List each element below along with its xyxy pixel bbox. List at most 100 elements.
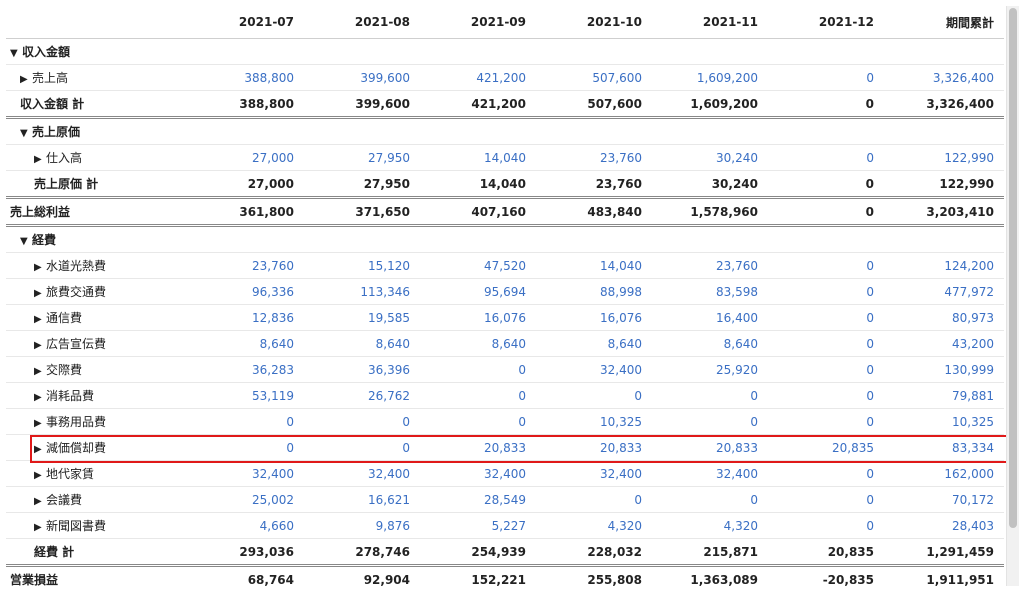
- cell-value[interactable]: 20,833: [652, 435, 768, 461]
- cell-value[interactable]: 0: [188, 409, 304, 435]
- cell-value[interactable]: 4,320: [652, 513, 768, 539]
- cell-value[interactable]: 19,585: [304, 305, 420, 331]
- row-label[interactable]: ▶旅費交通費: [6, 279, 188, 305]
- expand-triangle-icon[interactable]: ▶: [34, 314, 46, 325]
- cell-value[interactable]: 23,760: [652, 253, 768, 279]
- expand-triangle-icon[interactable]: ▶: [34, 288, 46, 299]
- cell-value[interactable]: 15,120: [304, 253, 420, 279]
- cell-value[interactable]: 507,600: [536, 65, 652, 91]
- cell-value[interactable]: 0: [768, 145, 884, 171]
- cell-value[interactable]: 8,640: [188, 331, 304, 357]
- row-label[interactable]: ▶事務用品費: [6, 409, 188, 435]
- cell-value[interactable]: 16,400: [652, 305, 768, 331]
- row-label[interactable]: ▶消耗品費: [6, 383, 188, 409]
- cell-value[interactable]: 83,598: [652, 279, 768, 305]
- cell-value[interactable]: 80,973: [884, 305, 1004, 331]
- cell-value[interactable]: 0: [304, 435, 420, 461]
- cell-value[interactable]: 28,403: [884, 513, 1004, 539]
- cell-value[interactable]: 79,881: [884, 383, 1004, 409]
- table-row-section[interactable]: ▼収入金額: [6, 39, 1004, 65]
- row-label[interactable]: ▶水道光熱費: [6, 253, 188, 279]
- cell-value[interactable]: 43,200: [884, 331, 1004, 357]
- collapse-triangle-icon[interactable]: ▼: [10, 48, 22, 59]
- cell-value[interactable]: 36,283: [188, 357, 304, 383]
- row-label[interactable]: ▶減価償却費: [6, 435, 188, 461]
- scrollbar-thumb[interactable]: [1009, 8, 1017, 528]
- cell-value[interactable]: 0: [304, 409, 420, 435]
- cell-value[interactable]: 23,760: [188, 253, 304, 279]
- cell-value[interactable]: 0: [652, 487, 768, 513]
- cell-value[interactable]: 8,640: [536, 331, 652, 357]
- cell-value[interactable]: 25,920: [652, 357, 768, 383]
- cell-value[interactable]: 0: [536, 383, 652, 409]
- cell-value[interactable]: 162,000: [884, 461, 1004, 487]
- row-label[interactable]: ▶通信費: [6, 305, 188, 331]
- cell-value[interactable]: 53,119: [188, 383, 304, 409]
- cell-value[interactable]: 0: [420, 383, 536, 409]
- row-label[interactable]: ▼経費: [6, 226, 188, 253]
- cell-value[interactable]: 16,621: [304, 487, 420, 513]
- cell-value[interactable]: 0: [768, 513, 884, 539]
- cell-value[interactable]: 95,694: [420, 279, 536, 305]
- cell-value[interactable]: 0: [768, 461, 884, 487]
- cell-value[interactable]: 36,396: [304, 357, 420, 383]
- cell-value[interactable]: 0: [768, 409, 884, 435]
- row-label[interactable]: ▶会議費: [6, 487, 188, 513]
- cell-value[interactable]: 5,227: [420, 513, 536, 539]
- row-label[interactable]: ▶広告宣伝費: [6, 331, 188, 357]
- cell-value[interactable]: 399,600: [304, 65, 420, 91]
- row-label[interactable]: ▼売上原価: [6, 118, 188, 145]
- expand-triangle-icon[interactable]: ▶: [34, 392, 46, 403]
- cell-value[interactable]: 70,172: [884, 487, 1004, 513]
- expand-triangle-icon[interactable]: ▶: [34, 262, 46, 273]
- collapse-triangle-icon[interactable]: ▼: [20, 128, 32, 139]
- cell-value[interactable]: 32,400: [188, 461, 304, 487]
- cell-value[interactable]: 0: [536, 487, 652, 513]
- cell-value[interactable]: 4,320: [536, 513, 652, 539]
- expand-triangle-icon[interactable]: ▶: [34, 444, 46, 455]
- row-label[interactable]: ▶仕入高: [6, 145, 188, 171]
- cell-value[interactable]: 23,760: [536, 145, 652, 171]
- cell-value[interactable]: 88,998: [536, 279, 652, 305]
- expand-triangle-icon[interactable]: ▶: [20, 74, 32, 85]
- cell-value[interactable]: 0: [652, 409, 768, 435]
- cell-value[interactable]: 83,334: [884, 435, 1004, 461]
- row-label[interactable]: ▶交際費: [6, 357, 188, 383]
- cell-value[interactable]: 0: [420, 357, 536, 383]
- cell-value[interactable]: 0: [768, 279, 884, 305]
- cell-value[interactable]: 0: [768, 357, 884, 383]
- cell-value[interactable]: 122,990: [884, 145, 1004, 171]
- cell-value[interactable]: 3,326,400: [884, 65, 1004, 91]
- expand-triangle-icon[interactable]: ▶: [34, 496, 46, 507]
- row-label[interactable]: ▶地代家賃: [6, 461, 188, 487]
- cell-value[interactable]: 124,200: [884, 253, 1004, 279]
- cell-value[interactable]: 477,972: [884, 279, 1004, 305]
- cell-value[interactable]: 14,040: [420, 145, 536, 171]
- table-row-section[interactable]: ▼売上原価: [6, 118, 1004, 145]
- cell-value[interactable]: 0: [768, 331, 884, 357]
- cell-value[interactable]: 20,833: [536, 435, 652, 461]
- row-label[interactable]: ▶売上高: [6, 65, 188, 91]
- cell-value[interactable]: 421,200: [420, 65, 536, 91]
- cell-value[interactable]: 0: [768, 487, 884, 513]
- cell-value[interactable]: 8,640: [304, 331, 420, 357]
- cell-value[interactable]: 96,336: [188, 279, 304, 305]
- cell-value[interactable]: 0: [652, 383, 768, 409]
- cell-value[interactable]: 16,076: [420, 305, 536, 331]
- expand-triangle-icon[interactable]: ▶: [34, 418, 46, 429]
- cell-value[interactable]: 0: [188, 435, 304, 461]
- cell-value[interactable]: 9,876: [304, 513, 420, 539]
- cell-value[interactable]: 20,833: [420, 435, 536, 461]
- cell-value[interactable]: 10,325: [884, 409, 1004, 435]
